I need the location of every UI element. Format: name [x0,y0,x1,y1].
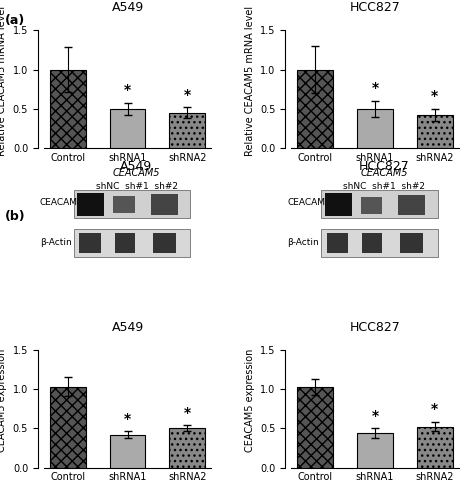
Text: (a): (a) [5,14,25,27]
Y-axis label: CEACAM5 expression: CEACAM5 expression [0,349,7,453]
Text: CEACAM: CEACAM [40,198,78,207]
Bar [361,197,382,214]
Text: *: * [431,402,438,416]
Bar [362,233,382,254]
Bar [74,228,190,256]
Bar [74,190,190,218]
Bar [50,387,86,468]
Bar [417,115,453,148]
Bar [169,428,205,468]
Text: *: * [184,405,191,419]
Bar [400,233,423,254]
Bar [297,388,333,468]
Bar [109,109,146,148]
Text: *: * [371,81,378,95]
Title: HCC827: HCC827 [349,321,400,334]
Text: *: * [124,412,131,426]
Y-axis label: CEACAM5 expression: CEACAM5 expression [245,349,255,453]
Bar [321,190,438,218]
Text: (b): (b) [5,210,26,223]
Text: β-Actin: β-Actin [40,238,72,247]
Text: *: * [124,83,131,97]
Bar [327,233,348,254]
Y-axis label: Relative CEACAM5 mRNA level: Relative CEACAM5 mRNA level [245,6,255,156]
Bar [113,196,135,213]
Bar [79,233,100,254]
Bar [169,113,205,148]
Text: CEACAM5: CEACAM5 [113,168,160,178]
Text: shNC  sh#1  sh#2: shNC sh#1 sh#2 [95,182,177,191]
Title: A549: A549 [111,321,144,334]
Bar [325,193,352,216]
Text: A549: A549 [120,161,153,174]
Bar [297,69,333,148]
Bar [321,228,438,256]
Bar [115,233,135,254]
Text: shNC  sh#1  sh#2: shNC sh#1 sh#2 [343,182,425,191]
Bar [50,69,86,148]
Text: CEACAM: CEACAM [287,198,325,207]
Bar [153,233,176,254]
Title: A549: A549 [111,1,144,14]
Bar [357,109,393,148]
Y-axis label: Relative CEACAM5 mRNA level: Relative CEACAM5 mRNA level [0,6,7,156]
Bar [77,193,104,216]
Bar [417,427,453,468]
Text: HCC827: HCC827 [358,161,409,174]
Title: HCC827: HCC827 [349,1,400,14]
Text: *: * [371,409,378,423]
Bar [357,433,393,468]
Text: β-Actin: β-Actin [287,238,319,247]
Text: CEACAM5: CEACAM5 [360,168,408,178]
Bar [151,194,178,214]
Text: *: * [431,89,438,103]
Text: *: * [184,88,191,102]
Bar [109,434,146,468]
Bar [398,195,425,215]
